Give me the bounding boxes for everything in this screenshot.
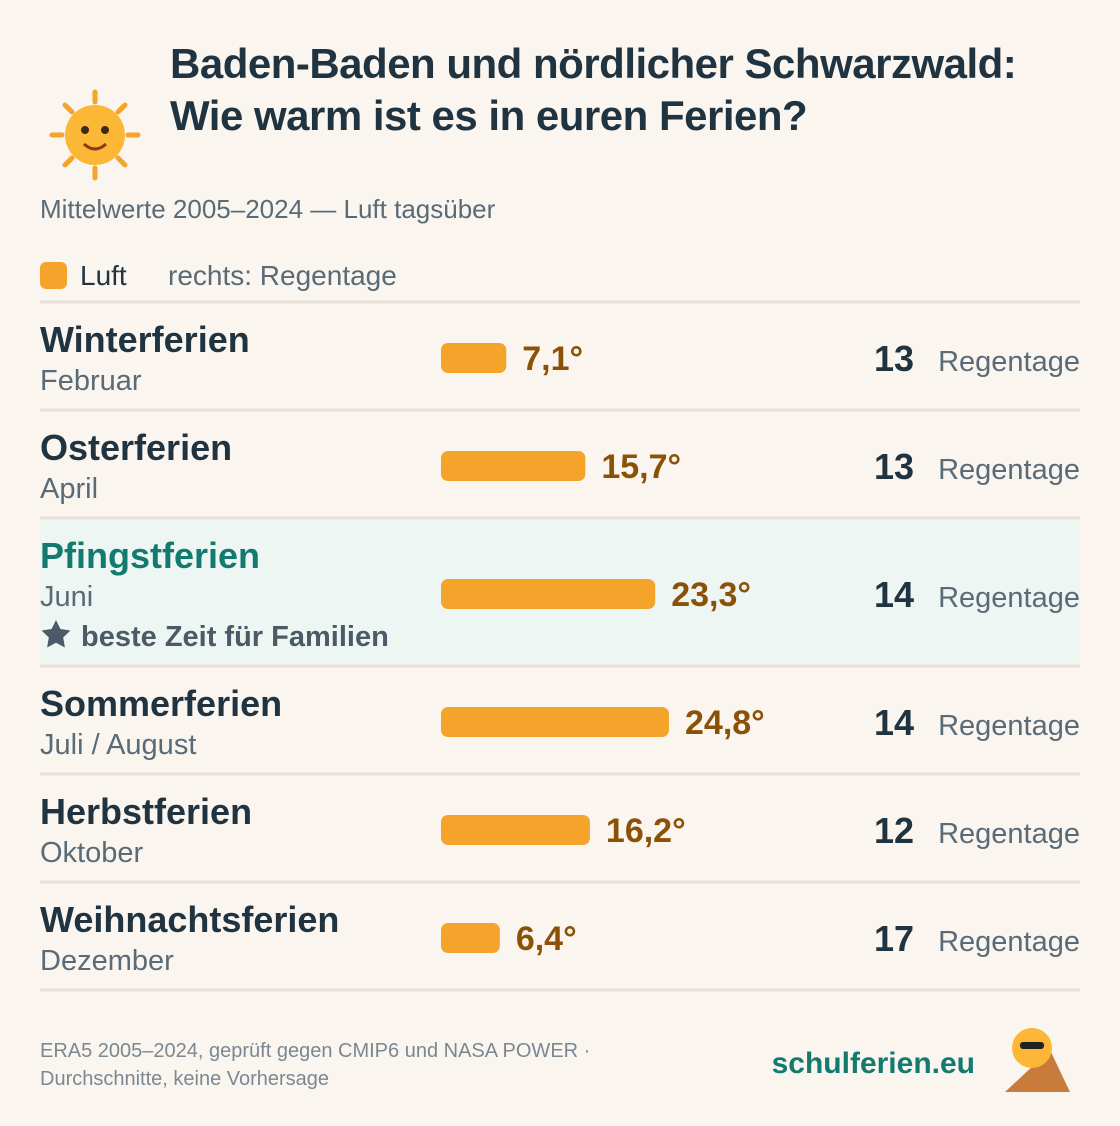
legend-swatch [40,262,67,289]
rain-days: 17 [874,918,914,959]
rain-legend: rechts: Regentage [168,260,397,291]
category-name: Sommerferien [40,683,282,724]
category-name: Weihnachtsferien [40,899,339,940]
bar [441,707,669,737]
bar [441,451,586,481]
rain-unit: Regentage [938,454,1080,486]
subtitle: Mittelwerte 2005–2024 — Luft tagsüber [40,194,496,224]
value-label: 16,2° [606,812,686,850]
footer-source: Durchschnitte, keine Vorhersage [40,1068,329,1090]
rain-days: 13 [874,446,914,487]
rain-unit: Regentage [938,582,1080,614]
sun-icon [1005,1028,1070,1092]
month: April [40,473,98,505]
sun-icon [49,89,141,181]
bar [441,579,656,609]
rain-unit: Regentage [938,346,1080,378]
rain-unit: Regentage [938,818,1080,850]
month: Oktober [40,837,143,869]
value-label: 7,1° [522,340,583,378]
brand: schulferien.eu [772,1047,975,1080]
value-label: 23,3° [671,576,751,614]
rain-days: 12 [874,810,914,851]
note: beste Zeit für Familien [81,621,389,653]
value-label: 6,4° [516,920,577,958]
bar [441,343,507,373]
legend-label: Luft [80,260,127,291]
category-name: Pfingstferien [40,535,260,576]
rain-unit: Regentage [938,710,1080,742]
month: Juni [40,581,93,613]
month: Februar [40,365,142,397]
rain-days: 13 [874,338,914,379]
bar [441,815,590,845]
month: Juli / August [40,729,196,761]
bar [441,923,500,953]
rain-unit: Regentage [938,926,1080,958]
rain-days: 14 [874,574,914,615]
star-icon [41,620,71,648]
category-name: Winterferien [40,319,250,360]
rain-days: 14 [874,702,914,743]
rows: Winterferien Februar 7,1° 13 Regentage Osterf… [40,300,1080,992]
category-name: Herbstferien [40,791,252,832]
category-name: Osterferien [40,427,232,468]
month: Dezember [40,945,174,977]
footer-source: ERA5 2005–2024, geprüft gegen CMIP6 und … [40,1040,590,1062]
value-label: 15,7° [601,448,681,486]
value-label: 24,8° [685,704,765,742]
chart-title: Baden-Baden und nördlicher Schwarzwald: … [170,40,1017,139]
